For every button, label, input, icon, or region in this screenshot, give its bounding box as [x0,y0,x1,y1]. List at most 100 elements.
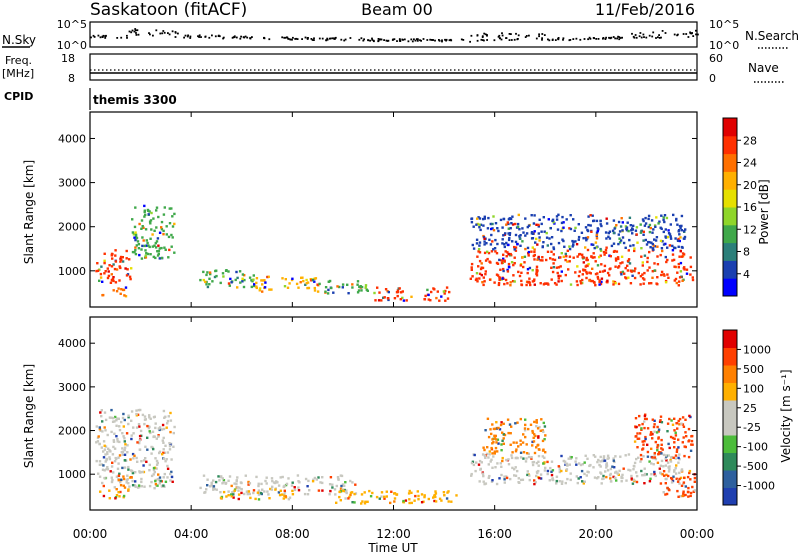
data-cell [168,207,171,210]
data-cell [350,491,354,494]
data-cell [594,455,597,458]
data-cell [506,418,510,421]
data-cell [510,261,514,264]
data-cell [208,283,211,286]
data-cell [336,285,339,288]
noise-point [131,29,134,32]
data-cell [134,206,137,209]
data-cell [505,223,508,226]
data-cell [647,214,651,218]
data-cell [673,279,676,282]
data-cell [659,415,663,418]
data-cell [102,494,106,498]
data-cell [134,471,137,474]
data-cell [313,277,316,280]
data-cell [231,491,234,494]
data-cell [148,416,151,419]
data-cell [482,224,485,227]
data-cell [661,473,664,476]
data-cell [657,222,660,225]
data-cell [663,220,666,224]
noise-point [377,38,380,40]
colorbar-tick-label: 8 [743,246,750,259]
data-cell [491,438,494,441]
data-cell [678,224,682,228]
data-cell [612,219,616,222]
data-cell [145,460,148,463]
data-cell [118,428,122,432]
data-cell [612,459,615,462]
data-cell [523,429,527,432]
data-cell [313,476,317,480]
data-cell [102,484,105,488]
data-cell [136,441,139,444]
data-cell [669,460,673,463]
noise-point [579,38,582,41]
data-cell [599,460,602,463]
data-cell [373,291,376,295]
data-cell [609,467,613,471]
data-cell [146,252,150,256]
data-cell [531,463,535,467]
data-cell [142,239,145,242]
noise-point [575,37,578,40]
noise-point [380,38,383,41]
data-cell [617,282,621,286]
data-cell [280,493,284,496]
data-cell [526,470,529,473]
data-cell [335,484,338,488]
data-cell [629,282,633,285]
data-cell [684,485,687,488]
data-cell [538,448,541,451]
data-cell [594,260,597,263]
data-cell [158,428,161,432]
data-cell [680,469,683,472]
data-cell [504,278,508,282]
data-cell [170,470,173,474]
data-cell [655,236,659,239]
data-cell [632,244,635,247]
data-cell [140,227,143,230]
data-cell [303,492,307,496]
data-cell [656,276,659,279]
data-cell [104,445,108,448]
noise-point [508,39,511,41]
data-cell [475,461,478,464]
noise-point [92,34,95,37]
data-cell [148,210,151,213]
noise-point [304,36,307,39]
data-cell [119,266,122,270]
colorbar-segment [723,330,737,348]
data-cell [470,262,474,266]
data-cell [665,459,668,462]
data-cell [601,477,604,481]
data-cell [653,238,656,241]
data-cell [621,476,624,480]
data-cell [525,232,529,235]
data-cell [537,443,540,447]
data-cell [659,464,663,467]
data-cell [147,209,150,212]
data-cell [252,278,255,281]
noise-point [450,39,453,42]
data-cell [111,420,115,423]
data-cell [542,216,545,219]
noise-point [162,30,165,32]
data-cell [364,500,367,503]
data-cell [112,445,115,449]
data-cell [547,218,550,221]
data-cell [669,458,672,462]
data-cell [671,436,675,440]
data-cell [683,454,686,458]
data-cell [130,410,134,413]
data-cell [656,263,660,266]
data-cell [535,272,538,275]
data-cell [533,214,536,217]
noise-point [517,34,520,37]
data-cell [360,289,363,292]
data-cell [156,254,160,257]
data-cell [364,284,368,287]
noise-point [528,34,530,37]
data-cell [317,489,321,492]
data-cell [524,423,527,427]
